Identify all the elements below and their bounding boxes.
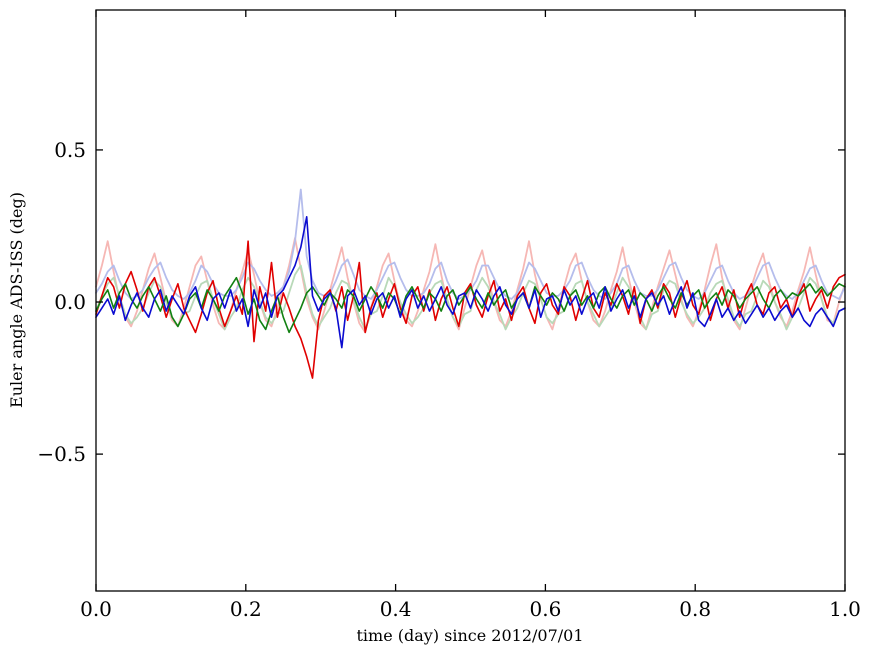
x-tick-label: 0.8 <box>679 597 711 621</box>
x-tick-label: 0.2 <box>230 597 262 621</box>
tick-layer: 0.0 0.2 0.4 0.6 0.8 1.0 −0.5 0.0 0.5 <box>37 10 861 621</box>
y-tick-label: −0.5 <box>37 442 86 466</box>
x-tick-label: 1.0 <box>829 597 861 621</box>
x-axis-label: time (day) since 2012/07/01 <box>356 626 583 645</box>
plot-area <box>96 10 845 591</box>
series-red <box>95 240 846 379</box>
series-layer <box>95 188 846 379</box>
x-tick-label: 0.4 <box>380 597 412 621</box>
series-pale-green <box>95 264 846 331</box>
x-tick-label: 0.0 <box>80 597 112 621</box>
y-axis-label: Euler angle ADS-ISS (deg) <box>7 192 26 408</box>
series-blue <box>95 216 846 349</box>
series-pale-blue <box>95 188 846 300</box>
axes-frame <box>95 9 846 592</box>
y-tick-label: 0.5 <box>54 138 86 162</box>
series-green <box>95 276 846 334</box>
y-tick-label: 0.0 <box>54 290 86 314</box>
x-tick-label: 0.6 <box>529 597 561 621</box>
